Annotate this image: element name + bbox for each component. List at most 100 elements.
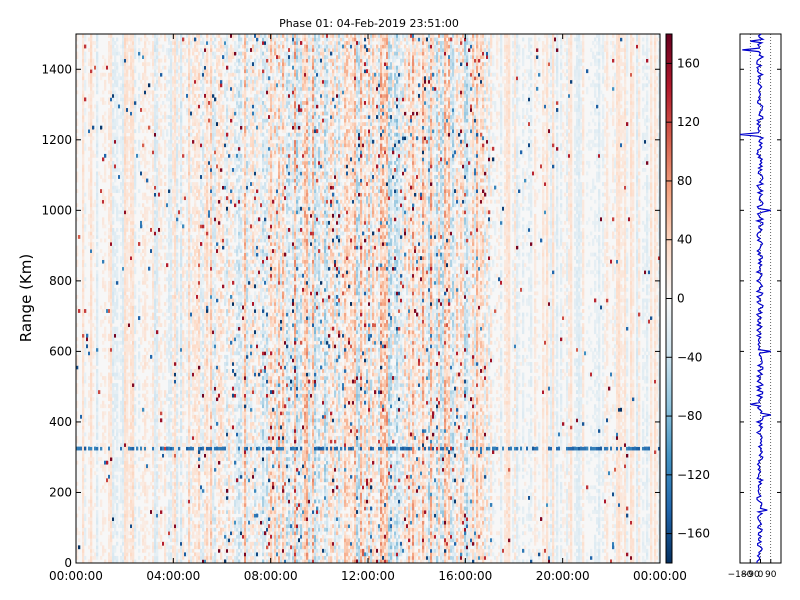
heatmap-cell (192, 175, 194, 179)
heatmap-cell (152, 521, 154, 525)
heatmap-cell (96, 224, 98, 228)
heatmap-cell (146, 161, 148, 165)
heatmap-cell (186, 179, 188, 183)
heatmap-cell (124, 281, 126, 285)
heatmap-cell (130, 306, 132, 310)
heatmap-cell (132, 313, 134, 317)
heatmap-cell (174, 510, 176, 514)
heatmap-cell (112, 235, 114, 239)
heatmap-cell (126, 376, 128, 380)
heatmap-cell (144, 239, 146, 243)
heatmap-cell (108, 270, 110, 274)
heatmap-cell (190, 376, 192, 380)
heatmap-cell (82, 306, 84, 310)
heatmap-cell (192, 524, 194, 528)
heatmap-cell (112, 253, 114, 257)
heatmap-cell (132, 366, 134, 370)
heatmap-cell (116, 341, 118, 345)
heatmap-cell (188, 281, 190, 285)
heatmap-cell (110, 129, 112, 133)
heatmap-cell (194, 348, 196, 352)
heatmap-cell (170, 521, 172, 525)
heatmap-cell (96, 62, 98, 66)
heatmap-cell (188, 514, 190, 518)
heatmap-cell (138, 309, 140, 313)
heatmap-cell (122, 528, 124, 532)
heatmap-cell (110, 179, 112, 183)
heatmap-cell (164, 492, 166, 496)
heatmap-cell (166, 330, 168, 334)
heatmap-cell (166, 418, 168, 422)
heatmap-cell (174, 528, 176, 532)
heatmap-cell (90, 87, 92, 91)
heatmap-cell (188, 83, 190, 87)
heatmap-cell (122, 380, 124, 384)
heatmap-cell (120, 281, 122, 285)
heatmap-cell (140, 80, 142, 84)
heatmap-cell (120, 45, 122, 49)
heatmap-cell (142, 52, 144, 56)
heatmap-cell (110, 69, 112, 73)
heatmap-cell (174, 344, 176, 348)
heatmap-cell (158, 69, 160, 73)
heatmap-cell (174, 253, 176, 257)
heatmap-cell (170, 500, 172, 504)
heatmap-cell (146, 327, 148, 331)
heatmap-cell (122, 34, 124, 38)
heatmap-cell (154, 521, 156, 525)
heatmap-cell (160, 45, 162, 49)
heatmap-cell (188, 140, 190, 144)
heatmap-cell (96, 482, 98, 486)
heatmap-cell (164, 147, 166, 151)
heatmap-cell (126, 531, 128, 535)
heatmap-cell (128, 242, 130, 246)
heatmap-cell (182, 387, 184, 391)
heatmap-cell (188, 224, 190, 228)
heatmap-cell (192, 348, 194, 352)
heatmap-cell (150, 418, 152, 422)
heatmap-cell (100, 97, 102, 101)
heatmap-cell (134, 344, 136, 348)
heatmap-cell (90, 129, 92, 133)
heatmap-cell (92, 373, 94, 377)
heatmap-cell (82, 327, 84, 331)
heatmap-cell (180, 411, 182, 415)
heatmap-cell (182, 366, 184, 370)
heatmap-cell (82, 411, 84, 415)
heatmap-cell (156, 397, 158, 401)
heatmap-cell (82, 217, 84, 221)
heatmap-cell (178, 299, 180, 303)
heatmap-cell (192, 246, 194, 250)
heatmap-cell (120, 203, 122, 207)
heatmap-cell (90, 41, 92, 45)
heatmap-cell (82, 295, 84, 299)
heatmap-cell (130, 373, 132, 377)
heatmap-cell (114, 485, 116, 489)
heatmap-cell (194, 242, 196, 246)
heatmap-cell (122, 193, 124, 197)
heatmap-cell (130, 129, 132, 133)
heatmap-cell (152, 542, 154, 546)
heatmap-cell (82, 422, 84, 426)
heatmap-cell (176, 447, 178, 451)
heatmap-cell (92, 83, 94, 87)
heatmap-cell (122, 55, 124, 59)
heatmap-cell (112, 429, 114, 433)
heatmap-cell (116, 291, 118, 295)
heatmap-cell (110, 450, 112, 454)
heatmap-cell (108, 447, 110, 451)
heatmap-cell (174, 531, 176, 535)
heatmap-cell (164, 489, 166, 493)
heatmap-cell (192, 450, 194, 454)
heatmap-cell (180, 189, 182, 193)
heatmap-cell (126, 168, 128, 172)
heatmap-cell (156, 38, 158, 42)
heatmap-cell (124, 48, 126, 52)
heatmap-cell (112, 196, 114, 200)
heatmap-cell (178, 263, 180, 267)
heatmap-cell (164, 521, 166, 525)
heatmap-cell (110, 154, 112, 158)
heatmap-cell (88, 433, 90, 437)
heatmap-cell (126, 443, 128, 447)
heatmap-cell (180, 468, 182, 472)
